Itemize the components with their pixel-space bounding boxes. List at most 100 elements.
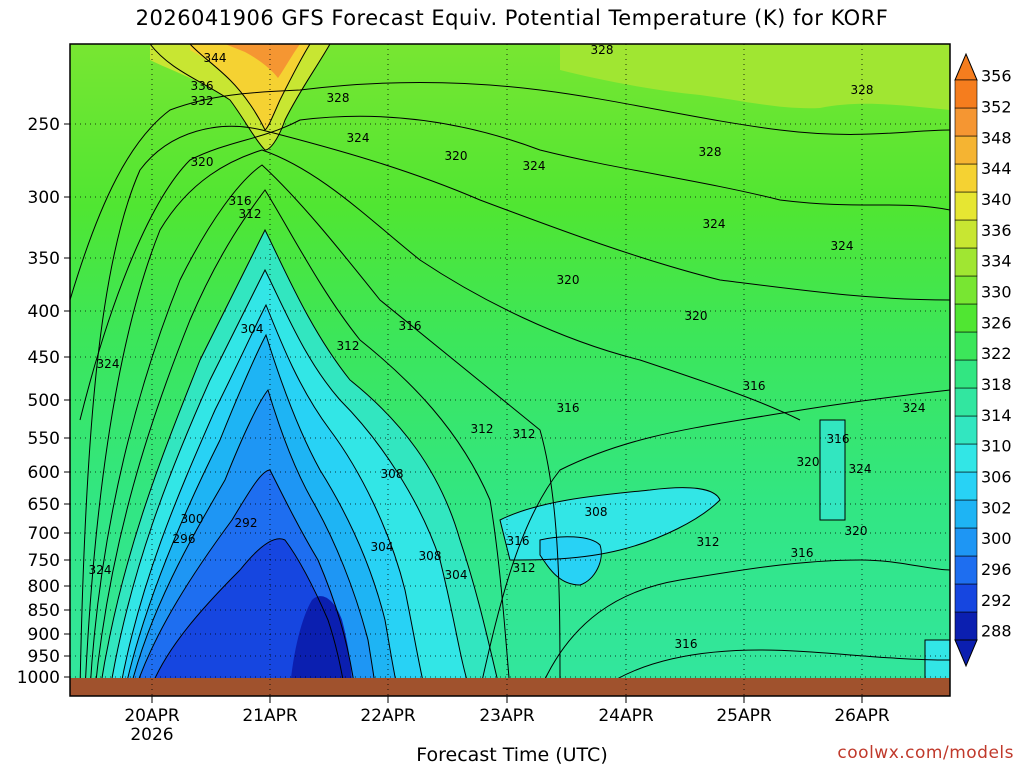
- contour-label: 328: [699, 145, 722, 159]
- y-tick-label: 400: [28, 302, 60, 322]
- colorbar-label: 314: [981, 406, 1012, 425]
- contour-label: 328: [591, 43, 614, 57]
- contour-label: 308: [585, 505, 608, 519]
- contour-label: 304: [371, 540, 394, 554]
- colorbar-swatch: [954, 611, 978, 641]
- colorbar-swatch: [954, 527, 978, 557]
- colorbar-label: 330: [981, 282, 1012, 301]
- contour-label: 320: [685, 309, 708, 323]
- y-tick-label: 900: [28, 625, 60, 645]
- colorbar-label: 302: [981, 498, 1012, 517]
- contour-label: 312: [513, 427, 536, 441]
- plot-frame: [69, 43, 951, 697]
- contour-line: [539, 536, 602, 586]
- colorbar-label: 348: [981, 128, 1012, 147]
- contour-label: 312: [239, 207, 262, 221]
- contour-line: [79, 115, 950, 421]
- right-cyan-column: [820, 420, 845, 520]
- y-tick-label: 350: [28, 249, 60, 269]
- contour-labels: 3443363323283283283283243203243203163123…: [89, 43, 926, 651]
- colorbar-swatch: [954, 163, 978, 193]
- contour-label: 316: [557, 401, 580, 415]
- x-tick-label: 24APR: [598, 706, 654, 726]
- contour-line: [79, 125, 950, 691]
- colorbar-label: 310: [981, 437, 1012, 456]
- credit-link[interactable]: coolwx.com/models: [837, 743, 1014, 763]
- contour-label: 296: [173, 532, 196, 546]
- colorbar-label: 296: [981, 560, 1012, 579]
- contour-label: 316: [827, 432, 850, 446]
- colorbar-label: 336: [981, 221, 1012, 240]
- colorbar-top-arrow: [954, 52, 978, 81]
- y-tick-label: 550: [28, 429, 60, 449]
- contour-line: [924, 639, 950, 691]
- contour-label: 316: [507, 534, 530, 548]
- colorbar-swatch: [954, 191, 978, 221]
- y-tick-label: 300: [28, 188, 60, 208]
- colorbar-swatch: [954, 387, 978, 417]
- colorbar-swatch: [954, 219, 978, 249]
- y-tick-label: 600: [28, 463, 60, 483]
- contour-line: [89, 164, 561, 691]
- contour-label: 324: [523, 159, 546, 173]
- x-tick-label: 22APR: [360, 706, 416, 726]
- colorbar-swatch: [954, 415, 978, 445]
- contour-label: 324: [89, 563, 112, 577]
- y-tick-label: 800: [28, 577, 60, 597]
- contour-line: [499, 487, 721, 561]
- contour-label: 324: [831, 239, 854, 253]
- contour-label: 336: [191, 79, 214, 93]
- contour-label: 316: [675, 637, 698, 651]
- contour-line: [70, 82, 950, 301]
- contour-label: 324: [347, 131, 370, 145]
- contour-label: 304: [241, 322, 264, 336]
- right-low-patch: [925, 640, 950, 690]
- colorbar-swatch: [954, 107, 978, 137]
- contour-label: 316: [399, 319, 422, 333]
- upper-right-patch: [560, 44, 950, 110]
- colorbar-swatch: [954, 247, 978, 277]
- y-tick-label: 500: [28, 391, 60, 411]
- contour-label: 308: [419, 549, 442, 563]
- colorbar-label: 344: [981, 159, 1012, 178]
- colorbar-swatch: [954, 499, 978, 529]
- contour-label: 308: [381, 467, 404, 481]
- colorbar-swatch: [954, 135, 978, 165]
- contour-line: [599, 649, 950, 691]
- ground-strip: [70, 678, 950, 696]
- plot-area: [70, 44, 950, 696]
- contour-label: 316: [743, 379, 766, 393]
- colorbar-swatch: [954, 443, 978, 473]
- colorbar-swatch: [954, 275, 978, 305]
- contour-line: [119, 303, 426, 691]
- warm-core-inner: [225, 44, 300, 78]
- y-tick-label: 850: [28, 601, 60, 621]
- contour-line: [479, 389, 950, 691]
- contour-label: 324: [903, 401, 926, 415]
- colorbar-swatch: [954, 331, 978, 361]
- colorbar-label: 318: [981, 375, 1012, 394]
- contour-label: 316: [229, 194, 252, 208]
- contour-label: 324: [97, 357, 120, 371]
- colorbar: 288 292 296 300 302 306 310 314 318 322 326 330 334 3…: [954, 52, 1012, 668]
- colorbar-label: 326: [981, 313, 1012, 332]
- x-axis: 20APR 21APR 22APR 23APR 24APR 25APR 26APR 2026: [124, 44, 890, 745]
- x-tick-label: 25APR: [716, 706, 772, 726]
- contour-label: 312: [471, 422, 494, 436]
- colorbar-label: 288: [981, 622, 1012, 641]
- colorbar-label: 352: [981, 97, 1012, 116]
- colorbar-label: 334: [981, 252, 1012, 271]
- colorbar-swatch: [954, 583, 978, 613]
- colorbar-label: 340: [981, 190, 1012, 209]
- contour-label: 324: [849, 462, 872, 476]
- y-tick-label: 950: [28, 647, 60, 667]
- colorbar-label: 356: [981, 67, 1012, 86]
- contour-line: [189, 44, 311, 131]
- contour-label: 292: [235, 516, 258, 530]
- contour-line: [94, 189, 511, 691]
- cold-dome-288: [290, 596, 352, 690]
- contour-line: [149, 538, 346, 691]
- contour-label: 312: [337, 339, 360, 353]
- colorbar-label: 306: [981, 467, 1012, 486]
